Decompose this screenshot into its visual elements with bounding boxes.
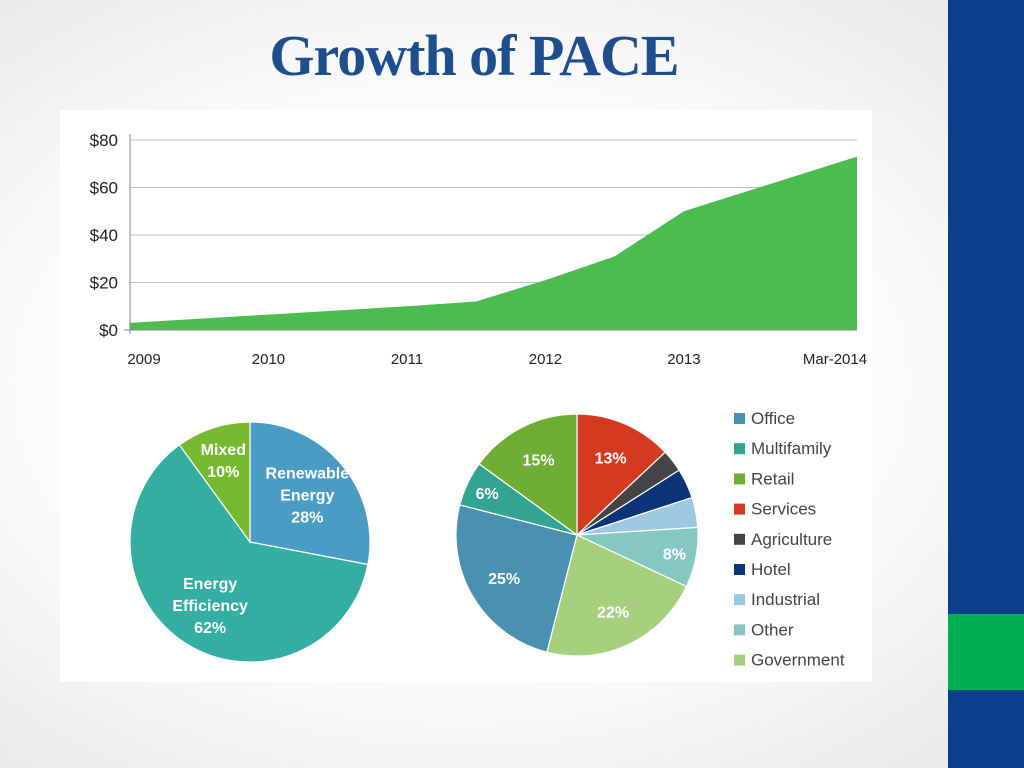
legend-label-other: Other [751, 620, 794, 639]
pie-slice-renewable-energy [249, 421, 371, 566]
pie-slice-energy-efficiency [129, 444, 369, 663]
legend-swatch-other [734, 624, 745, 636]
legend-label-government: Government [751, 651, 845, 670]
pie-label-energy-efficiency: Energy Efficiency 62% [172, 576, 248, 637]
x-tick-label: 2011 [391, 351, 423, 368]
pie-slice-mixed [178, 421, 251, 544]
y-tick-label: $20 [90, 274, 118, 293]
legend-label-office: Office [751, 409, 795, 428]
charts-svg: $0 $20 $40 $60 $80 2009 2010 2011 2012 2013 Mar-20… [90, 131, 867, 670]
legend-swatch-hotel [734, 564, 745, 575]
pie-label-multifamily: 6% [476, 486, 499, 503]
legend-swatch-agriculture [734, 533, 745, 545]
pie-label-other: 8% [663, 547, 686, 564]
legend-label-agriculture: Agriculture [751, 530, 832, 549]
pie-slice-services [576, 413, 667, 537]
y-tick-label: $80 [90, 131, 118, 150]
chart-panel: $0 $20 $40 $60 $80 2009 2010 2011 2012 2013 Mar-20… [60, 110, 872, 682]
pie-label-mixed: Mixed 10% [201, 442, 246, 481]
x-tick-label: 2012 [529, 351, 562, 368]
x-tick-label: 2013 [667, 351, 700, 368]
pie-label-retail: 15% [523, 453, 555, 470]
legend-label-hotel: Hotel [751, 560, 791, 579]
legend-label-multifamily: Multifamily [751, 439, 832, 458]
pie-label-government: 22% [597, 605, 629, 622]
legend-swatch-retail [734, 473, 745, 485]
pie-slice-government [546, 534, 688, 657]
legend-label-industrial: Industrial [751, 590, 820, 609]
right-green-accent [948, 614, 1024, 690]
pie-chart-property-type: 13% 3% 4% 4% 8% 22% 25% 6% 15% [455, 413, 723, 657]
legend-swatch-office [734, 413, 745, 424]
legend-swatch-multifamily [734, 443, 745, 455]
pie-label-office: 25% [488, 571, 520, 588]
pie-slice-office [455, 504, 578, 653]
pie-label-hotel: 4% [689, 470, 712, 487]
x-tick-label: 2009 [127, 351, 160, 368]
x-tick-label: 2010 [252, 351, 285, 368]
pie-label-industrial: 4% [700, 502, 723, 519]
y-tick-label: $0 [99, 321, 118, 340]
pie-chart-energy-type: Renewable Energy 28% Energy Efficiency 62% Mix… [129, 421, 371, 663]
pie-label-services: 13% [595, 450, 627, 467]
slide-title: Growth of PACE [269, 23, 679, 88]
pie-slice-retail [478, 413, 578, 537]
legend-swatch-government [734, 654, 745, 666]
pie-label-agriculture: 3% [673, 444, 696, 461]
legend-swatch-services [734, 503, 745, 515]
legend-label-retail: Retail [751, 469, 794, 488]
y-tick-label: $60 [90, 179, 118, 198]
area-series [130, 156, 857, 330]
legend-label-services: Services [751, 500, 816, 519]
area-chart: $0 $20 $40 $60 $80 2009 2010 2011 2012 2013 Mar-20… [90, 131, 867, 368]
y-tick-label: $40 [90, 226, 118, 245]
pie-legend: Office Multifamily Retail Services Agricultu… [734, 409, 845, 670]
pie-label-renewable-energy: Renewable Energy 28% [266, 466, 350, 527]
legend-swatch-industrial [734, 594, 745, 606]
x-tick-label: Mar-2014 [803, 351, 867, 368]
